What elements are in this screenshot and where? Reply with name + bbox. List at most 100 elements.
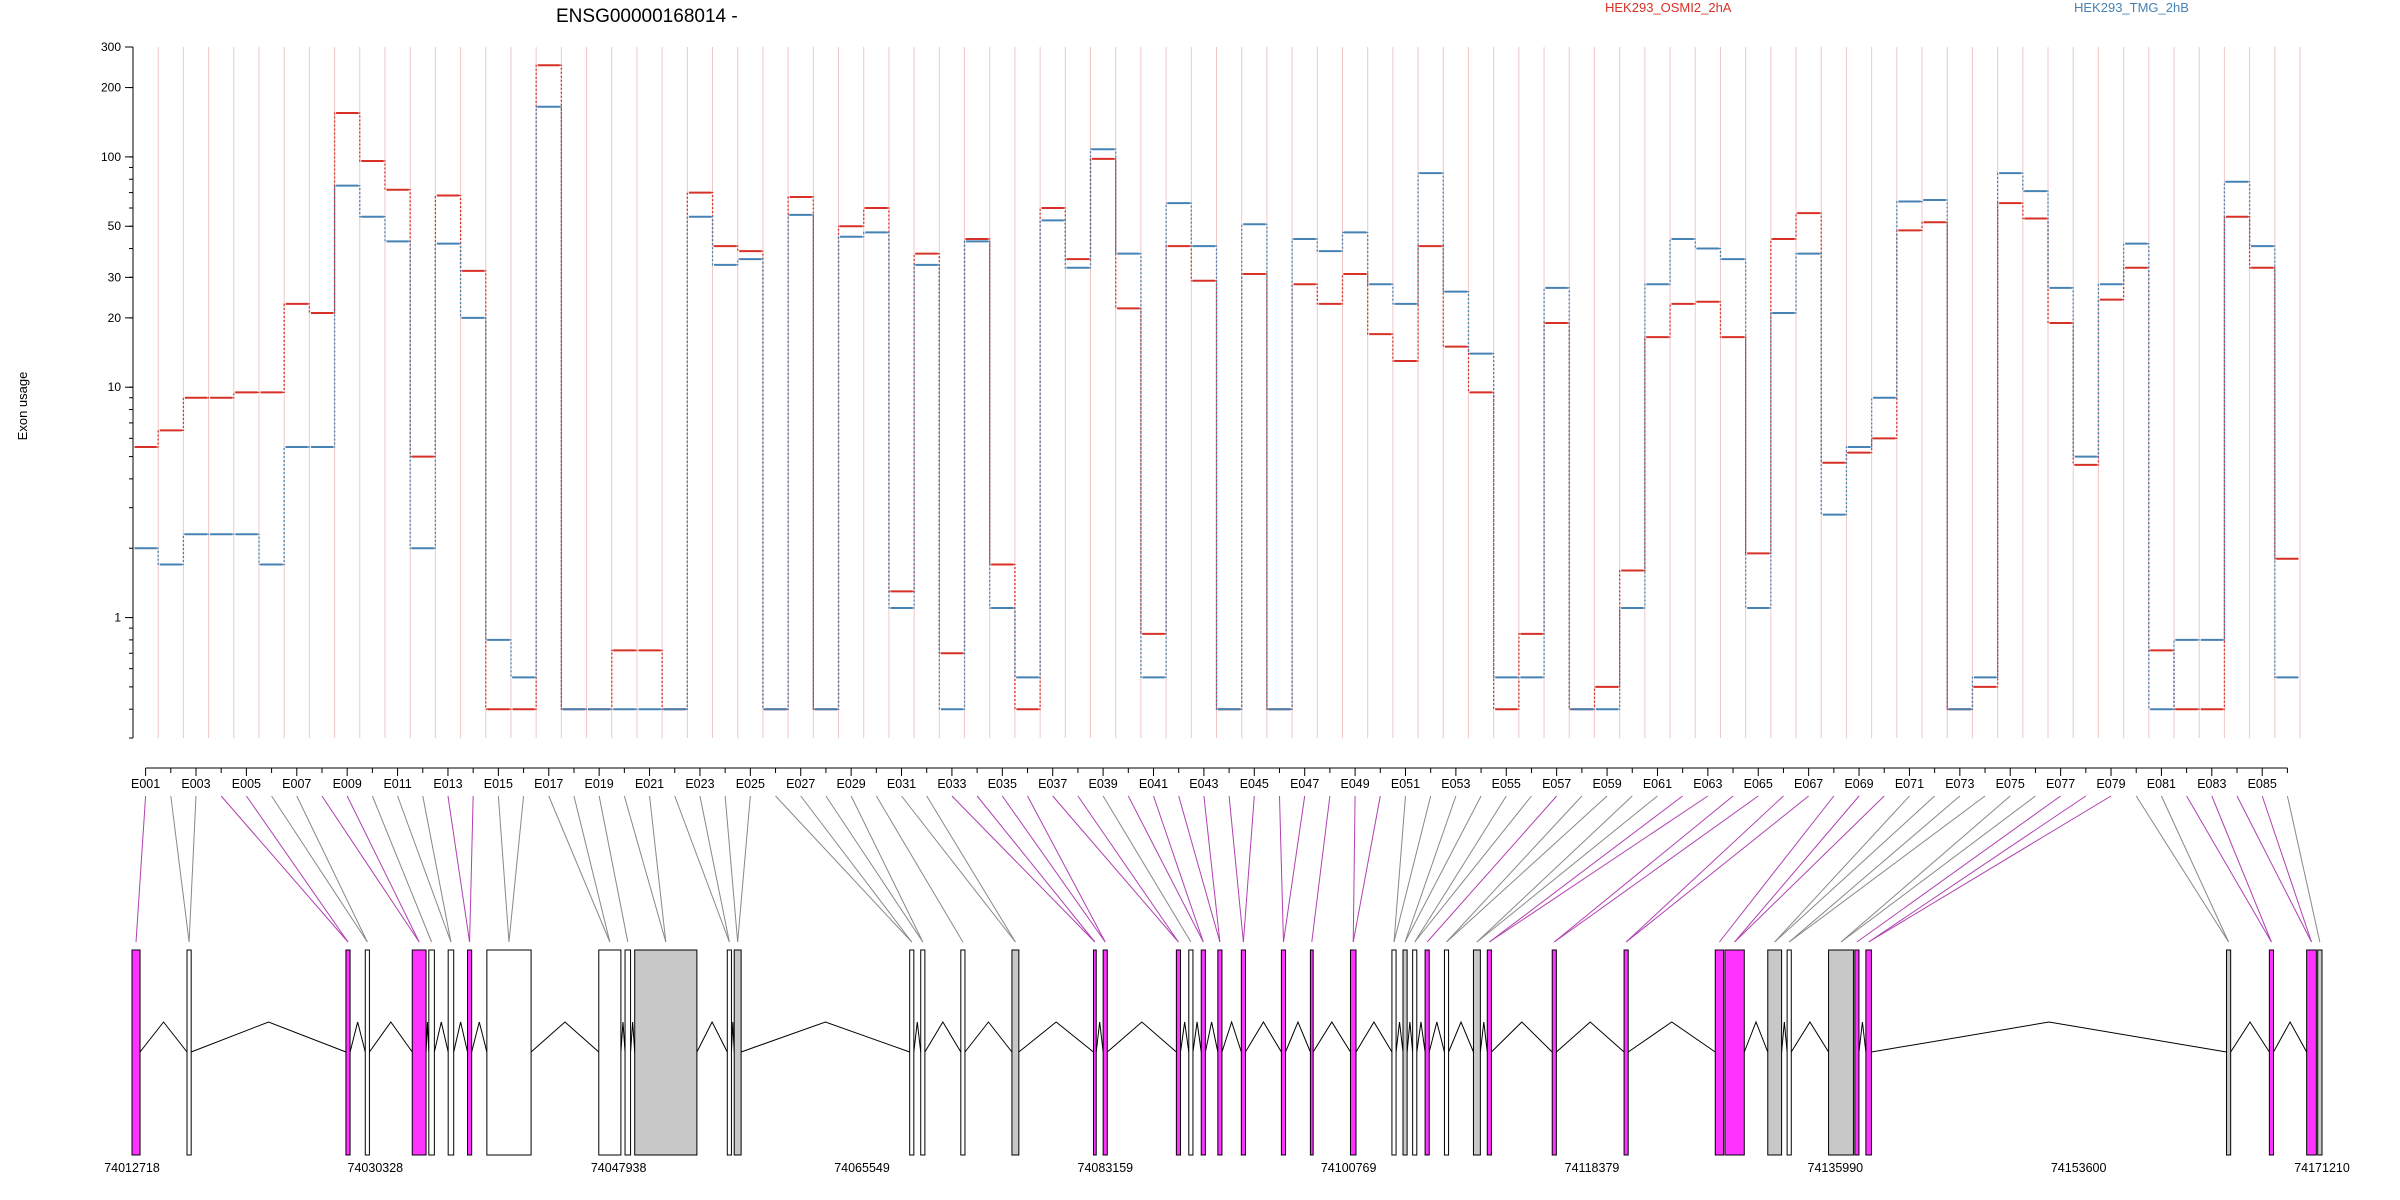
exon-connector xyxy=(1077,795,1179,943)
intron-line xyxy=(1106,1021,1177,1053)
transition-line xyxy=(1643,336,1647,572)
exon-block xyxy=(1486,949,1492,1156)
y-tick-label: 10 xyxy=(108,380,122,394)
transition-line xyxy=(433,194,437,458)
exon-label: E073 xyxy=(1945,777,1974,791)
intron-line xyxy=(913,1021,922,1053)
exon-connector xyxy=(1393,795,1406,943)
exon-label: E061 xyxy=(1643,777,1672,791)
coordinate-label: 74171210 xyxy=(2294,1161,2350,1175)
exon-connector xyxy=(1719,795,1835,943)
transition-line xyxy=(1466,346,1470,394)
exon-block xyxy=(131,949,141,1156)
exon-connector xyxy=(2211,795,2272,943)
exon-connector xyxy=(775,795,913,943)
transition-line xyxy=(408,240,412,549)
exon-connector xyxy=(1242,795,1255,943)
transition-line xyxy=(912,253,916,592)
exon-connector xyxy=(1840,795,2011,943)
transition-line xyxy=(2222,181,2226,641)
transition-line xyxy=(484,317,488,641)
transition-line xyxy=(988,240,992,609)
exon-connector xyxy=(699,795,730,943)
transition-line xyxy=(1945,199,1949,710)
exon-connector xyxy=(1856,795,2061,943)
transition-line xyxy=(862,231,866,238)
transition-line xyxy=(1164,245,1168,635)
exon-connector xyxy=(1625,795,1809,943)
exon-block xyxy=(1472,949,1481,1156)
intron-line xyxy=(1192,1021,1202,1053)
transition-line xyxy=(383,160,387,191)
intron-line xyxy=(369,1021,413,1053)
transition-line xyxy=(761,258,765,710)
exon-block xyxy=(1391,949,1397,1156)
exon-block xyxy=(1188,949,1194,1156)
series-lines xyxy=(134,64,2299,711)
exon-label: E037 xyxy=(1038,777,1067,791)
transition-line xyxy=(2071,322,2075,466)
exon-block xyxy=(1786,949,1792,1156)
transition-line xyxy=(358,112,362,162)
exon-label: E045 xyxy=(1240,777,1269,791)
exon-connector xyxy=(875,795,964,943)
transition-line xyxy=(1718,247,1722,260)
exon-block xyxy=(1424,949,1430,1156)
intron-line xyxy=(1312,1021,1351,1053)
y-axis: 1 10 20 30 50 100 200 300 xyxy=(101,40,134,739)
intron-line xyxy=(1428,1021,1445,1053)
exon-label: E077 xyxy=(2046,777,2075,791)
transition-line xyxy=(1996,202,2000,688)
intron-line xyxy=(964,1021,1013,1053)
exon-connector xyxy=(901,795,1016,943)
exon-block xyxy=(960,949,966,1156)
transition-line xyxy=(736,258,740,266)
legend-series-a: HEK293_OSMI2_2hA xyxy=(1605,0,1732,15)
intron-line xyxy=(1285,1020,1311,1053)
exon-label: E029 xyxy=(837,777,866,791)
transition-line xyxy=(711,216,715,266)
transition-line xyxy=(156,547,160,566)
exon-block xyxy=(1011,949,1020,1156)
transition-line xyxy=(534,64,538,710)
exon-label: E083 xyxy=(2197,777,2226,791)
intron-line xyxy=(1627,1021,1716,1053)
exon-label: E079 xyxy=(2096,777,2125,791)
exon-label: E085 xyxy=(2248,777,2277,791)
exon-connector xyxy=(1404,795,1482,943)
exon-connector xyxy=(1774,795,1935,943)
transition-line xyxy=(2046,190,2050,289)
transition-line xyxy=(1265,273,1269,710)
transition-line xyxy=(2071,287,2075,458)
transition-line xyxy=(2248,216,2252,269)
genomic-coordinate-axis: 74012718 74030328 74047938 74065549 74083159… xyxy=(104,1161,2350,1175)
transition-line xyxy=(1643,283,1647,609)
exon-connector xyxy=(296,795,368,943)
exon-block xyxy=(1623,949,1629,1156)
transition-line xyxy=(1618,569,1622,688)
transition-line xyxy=(2248,181,2252,247)
intron-line xyxy=(1245,1021,1282,1053)
exon-connector xyxy=(1311,795,1331,943)
transition-line xyxy=(1517,633,1521,710)
exon-label: E033 xyxy=(937,777,966,791)
coordinate-label: 74030328 xyxy=(348,1161,404,1175)
intron-line xyxy=(630,1021,636,1053)
exon-block xyxy=(1714,949,1725,1156)
intron-line xyxy=(1406,1021,1414,1053)
transition-line xyxy=(1391,333,1395,362)
exon-label: E067 xyxy=(1794,777,1823,791)
gene-title: ENSG00000168014 - xyxy=(556,6,738,27)
transition-line xyxy=(1441,245,1445,348)
transition-line xyxy=(1240,223,1244,710)
transition-line xyxy=(358,185,362,218)
transition-line xyxy=(2096,283,2100,458)
coordinate-label: 74047938 xyxy=(591,1161,647,1175)
exon-block xyxy=(186,949,192,1156)
exon-label: E051 xyxy=(1391,777,1420,791)
coordinate-label: 74083159 xyxy=(1078,1161,1134,1175)
transition-line xyxy=(459,243,463,319)
exon-connector xyxy=(1001,795,1106,943)
intron-line xyxy=(1395,1021,1404,1053)
transition-line xyxy=(1920,199,1924,203)
